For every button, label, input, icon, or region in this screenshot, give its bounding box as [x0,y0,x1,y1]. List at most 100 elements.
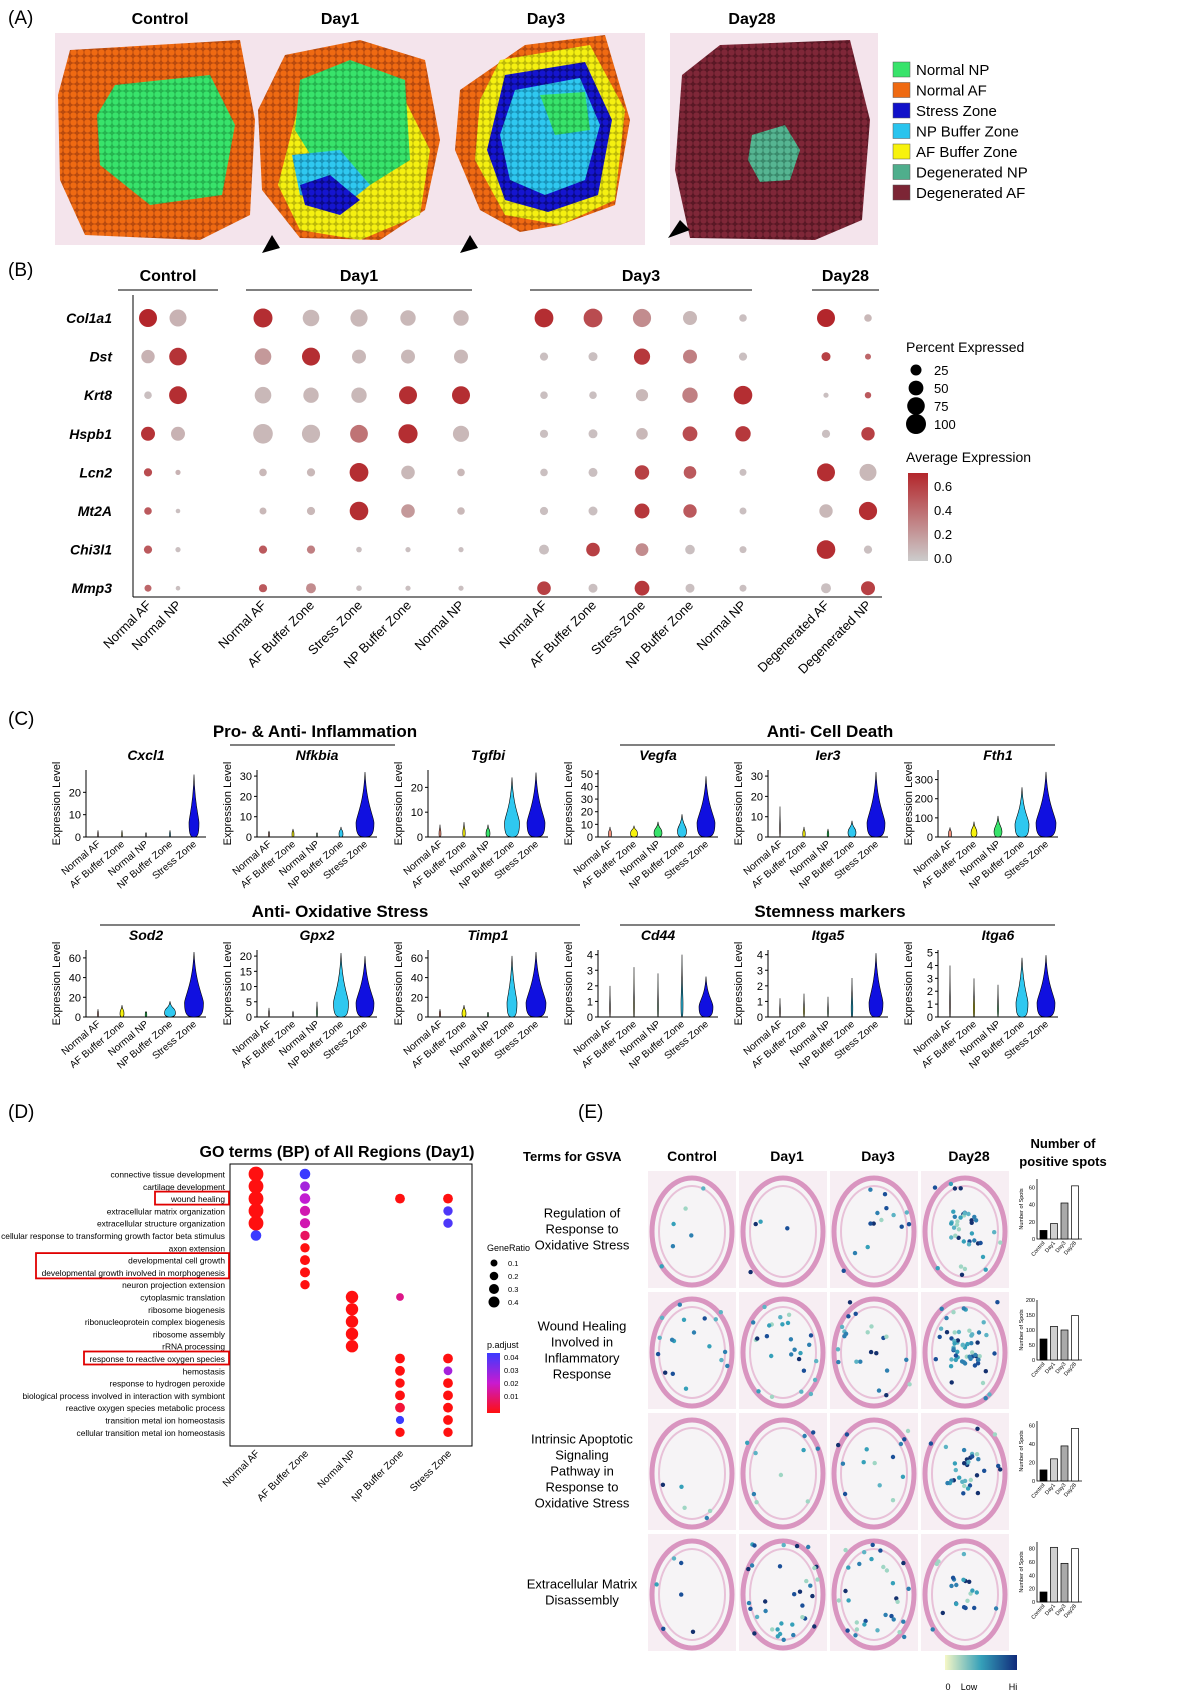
gsva-spot [841,1268,846,1274]
gene-ratio-legend-dot-0-4 [488,1296,500,1308]
panel-a-title-control: Control [132,11,189,28]
violin-sod2-np-buffer-zone [164,1001,176,1018]
positive-spots-bar-2-control [1039,1469,1048,1482]
dot-day1-lcn2-stress-zone [349,463,369,482]
gsva-spot [882,1192,888,1197]
gene-ratio-legend-dot-0-3 [489,1284,499,1294]
gsva-spot [889,1613,894,1619]
dot-day1-hspb1-af-buffer-zone [301,424,321,443]
go-dot-stress-zone-hemostasis [443,1366,453,1376]
go-dot-normal-af-extracellular-structure-organization [248,1215,264,1231]
violin-vegfa-np-buffer-zone [677,814,687,838]
gsva-spot [704,1515,709,1521]
positive-spots-bar-2-day28 [1071,1428,1079,1482]
legend-swatch-degenerated-af [892,184,911,201]
gsva-spot [983,1369,988,1374]
gsva-spot [897,1630,902,1635]
gsva-spot [949,1380,954,1385]
violin-gene-itga6: Itga6 [982,927,1015,943]
positive-spots-tick-1-50: 50 [1029,1343,1035,1349]
go-term-response-to-hydrogen-peroxide: response to hydrogen peroxide [110,1379,226,1389]
dot-day1-krt8-af-buffer-zone [303,387,319,403]
gsva-spot [785,1226,790,1231]
dot-day3-krt8-normal-np [733,385,753,405]
dot-day3-col1a1-stress-zone [632,308,652,328]
go-dot-normal-af-cellular-response-to-transforming-growth-factor-beta-stimulus [250,1230,262,1241]
positive-spots-tick-1-200: 200 [1026,1298,1035,1304]
gsva-spot [906,1222,912,1227]
dot-control-mmp3-normal-np [175,585,181,591]
gsva-spot [777,1564,783,1569]
dot-day3-mmp3-normal-af [537,581,551,595]
gsva-spot [953,1467,958,1473]
gsva-spot [808,1391,814,1397]
gsva-tissue-day1-row-1 [739,1292,827,1409]
gsva-spot [863,1618,868,1624]
gsva-spot [754,1614,760,1620]
violin-ticklabel-cd44-4: 4 [587,950,593,962]
gsva-spot [677,1302,682,1307]
violin-ticklabel-gpx2-10: 10 [240,982,252,994]
gsva-spot [902,1634,907,1640]
gsva-spot [955,1349,960,1355]
violin-itga6-np-buffer-zone [1015,957,1029,1018]
dot-day3-chi3l1-af-buffer-zone [586,542,600,557]
violin-itga5-stress-zone [868,953,884,1018]
positive-spots-bar-3-day28 [1071,1548,1079,1603]
gsva-spot [876,1388,882,1393]
group-title-day3: Day3 [622,268,660,285]
gsva-spot [681,1317,687,1323]
dot-day1-chi3l1-normal-np [458,547,464,553]
violin-ier3-normal-np [826,828,830,838]
gsva-spot [951,1209,956,1214]
gsva-spot [791,1632,796,1638]
violin-timp1-normal-af [439,1009,441,1018]
gsva-spot [907,1382,912,1387]
violin-ticklabel-itga5-2: 2 [757,981,763,993]
go-dot-af-buffer-zone-cellular-response-to-transforming-growth-factor-beta-stimulus [300,1230,310,1241]
go-dot-stress-zone-reactive-oxygen-species-metabolic-process [443,1402,453,1413]
gsva-spot [967,1579,972,1585]
violin-ylabel-sod2: Expression Level [51,942,63,1026]
violin-ticklabel-cd44-3: 3 [587,965,593,977]
gsva-spot [956,1227,962,1232]
gsva-spot [845,1628,850,1633]
dot-day3-hspb1-stress-zone [636,428,648,440]
gsva-spot [846,1565,851,1570]
gsva-tissue-day3-row-1 [830,1292,918,1409]
dot-day3-lcn2-af-buffer-zone [588,467,598,477]
gsva-spot [752,1631,757,1636]
dot-day3-krt8-normal-af [540,391,548,400]
go-dot-stress-zone-biological-process-involved-in-interaction-with-symbiont [443,1390,453,1401]
percent-legend-dot-75 [907,397,925,415]
panel-a-legend: Normal NP Normal AF Stress Zone NP Buffer Z… [892,61,1028,202]
gsva-spot [870,1542,875,1548]
gsva-spot [952,1214,957,1220]
gsva-spot [679,1484,684,1490]
go-xlabel-normal-af: Normal AF [221,1448,262,1489]
gene-label-lcn2: Lcn2 [79,464,112,480]
gsva-spot [943,1444,949,1450]
gene-ratio-legend-dot-0-2 [489,1271,499,1281]
gene-label-mt2a: Mt2A [78,503,112,519]
gsva-spot [891,1212,896,1218]
percent-legend-label-50: 50 [934,381,948,396]
gsva-spot [840,1461,846,1466]
violin-tgfbi-normal-af [438,824,442,838]
gsva-spot [980,1254,986,1260]
violin-ylabel-cxcl1: Expression Level [51,762,63,846]
percent-legend-label-75: 75 [934,399,948,414]
gsva-spot [976,1330,982,1335]
gsva-spot [970,1588,975,1593]
violin-ticklabel-fth1-200: 200 [915,794,933,806]
legend-label-normal-af: Normal AF [916,83,987,100]
gsva-spot [950,1575,956,1581]
gsva-spot [854,1359,859,1364]
violin-fth1-normal-np [993,815,1003,838]
gsva-spot [786,1312,792,1318]
dot-day1-mmp3-normal-np [458,585,464,591]
go-term-neuron-projection-extension: neuron projection extension [122,1280,225,1290]
gsva-spot [970,1454,975,1459]
